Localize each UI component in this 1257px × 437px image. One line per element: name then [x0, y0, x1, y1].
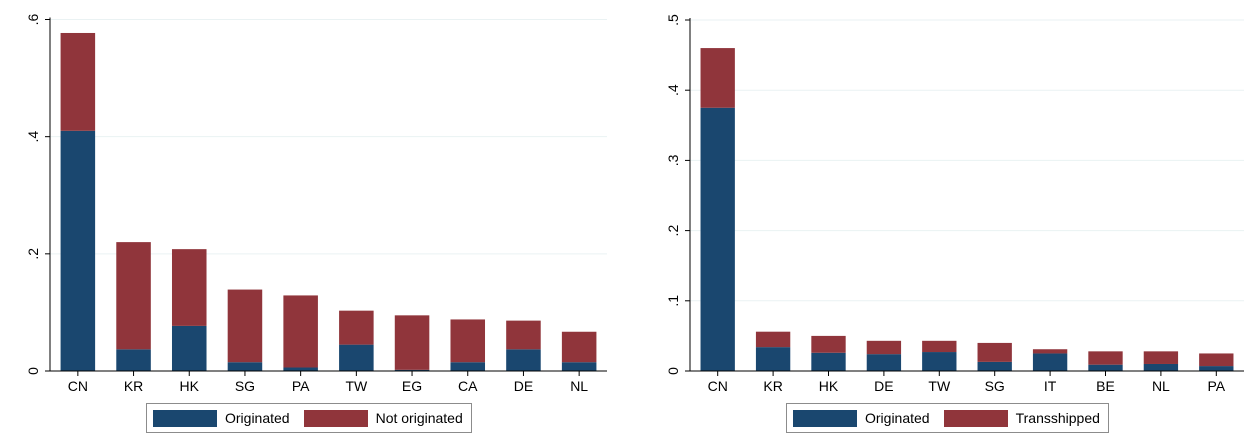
x-tick-label: SG	[985, 378, 1005, 394]
left-bar-chart: CN KR HK SG PA TW EG CA DE NL 0 .2 .4 .6	[25, 13, 607, 394]
legend-item-originated: Originated	[793, 409, 930, 427]
bar-de-other	[506, 320, 541, 350]
legend-item-not-originated: Not originated	[303, 409, 463, 427]
y-tick-label: .4	[25, 131, 41, 143]
bar-tw-originated	[922, 352, 957, 371]
bar-eg-originated	[394, 369, 430, 371]
bar-it-originated	[1032, 353, 1068, 371]
bar-de-originated	[506, 349, 541, 371]
x-tick-label: CN	[708, 378, 728, 394]
y-tick-label: .5	[665, 14, 681, 26]
x-tick-label: KR	[763, 378, 782, 394]
bar-cn-originated	[60, 130, 96, 371]
x-tick-label: KR	[124, 378, 143, 394]
bar-pa-other	[283, 295, 318, 368]
bar-kr-originated	[116, 349, 151, 371]
y-tick-label: 0	[25, 367, 41, 375]
y-tick-label: .4	[665, 84, 681, 96]
bar-de-other	[866, 340, 902, 355]
x-tick-label: IT	[1044, 378, 1057, 394]
x-tick-label: PA	[292, 378, 310, 394]
bar-sg-originated	[227, 362, 263, 371]
x-tick-label: CN	[68, 378, 88, 394]
y-tick-label: .2	[25, 248, 41, 260]
bar-pa-other	[1199, 353, 1234, 367]
legend-item-transshipped: Transshipped	[943, 409, 1100, 427]
bar-sg-originated	[977, 361, 1012, 371]
x-tick-label: BE	[1096, 378, 1115, 394]
legend-swatch-originated	[153, 409, 217, 427]
bar-tw-other	[922, 340, 957, 353]
x-tick-label: HK	[180, 378, 200, 394]
bar-cn-originated	[700, 107, 735, 371]
bar-hk-other	[171, 249, 207, 326]
bar-nl-other	[561, 331, 597, 363]
right-bar-chart: CN KR HK DE TW SG IT BE NL PA 0 .1 .2 .3 .4 .5	[665, 14, 1244, 394]
bar-kr-other	[116, 242, 151, 350]
x-tick-label: PA	[1207, 378, 1225, 394]
y-tick-label: .2	[665, 225, 681, 237]
bar-kr-originated	[755, 347, 791, 371]
legend-swatch-originated	[793, 409, 857, 427]
left-legend: Originated Not originated	[146, 403, 472, 433]
bar-ca-other	[450, 319, 486, 363]
x-tick-label: HK	[819, 378, 839, 394]
bar-be-originated	[1088, 364, 1123, 371]
bar-tw-originated	[339, 344, 374, 371]
legend-label: Originated	[865, 410, 930, 426]
bar-it-other	[1032, 349, 1068, 354]
right-legend: Originated Transshipped	[786, 403, 1109, 433]
legend-label: Transshipped	[1015, 410, 1100, 426]
bar-de-originated	[866, 354, 902, 371]
legend-label: Originated	[225, 410, 290, 426]
x-tick-label: DE	[514, 378, 533, 394]
bar-hk-originated	[171, 325, 207, 371]
x-tick-label: CA	[458, 378, 478, 394]
bar-kr-other	[755, 331, 791, 348]
x-tick-label: TW	[928, 378, 951, 394]
right-chart-panel: CN KR HK DE TW SG IT BE NL PA 0 .1 .2 .3 .4 .5 Originat…	[636, 0, 1257, 433]
bar-tw-other	[339, 310, 374, 345]
bar-nl-originated	[1143, 363, 1179, 371]
x-tick-label: NL	[570, 378, 588, 394]
bar-hk-other	[811, 335, 846, 353]
bar-nl-originated	[561, 362, 597, 371]
bar-sg-other	[977, 342, 1012, 362]
y-tick-label: .1	[665, 295, 681, 307]
legend-swatch-transshipped	[943, 409, 1008, 427]
y-tick-label: .6	[25, 13, 41, 25]
bar-hk-originated	[811, 352, 846, 371]
bar-pa-originated	[283, 367, 318, 371]
legend-swatch-not-originated	[303, 409, 368, 427]
left-chart-panel: CN KR HK SG PA TW EG CA DE NL 0 .2 .4 .6 Originated N…	[0, 0, 622, 433]
y-tick-label: 0	[665, 367, 681, 375]
legend-label: Not originated	[375, 410, 463, 426]
x-tick-label: SG	[235, 378, 255, 394]
bar-pa-originated	[1199, 366, 1234, 371]
bar-eg-other	[394, 315, 430, 370]
x-tick-label: DE	[874, 378, 893, 394]
bar-be-other	[1088, 351, 1123, 365]
bar-sg-other	[227, 289, 263, 363]
legend-item-originated: Originated	[153, 409, 290, 427]
bar-cn-other	[700, 48, 735, 108]
bar-ca-originated	[450, 362, 486, 371]
x-tick-label: EG	[402, 378, 422, 394]
y-tick-label: .3	[665, 154, 681, 166]
bar-nl-other	[1143, 351, 1179, 364]
bar-cn-other	[60, 32, 96, 131]
x-tick-label: NL	[1152, 378, 1170, 394]
x-tick-label: TW	[345, 378, 368, 394]
